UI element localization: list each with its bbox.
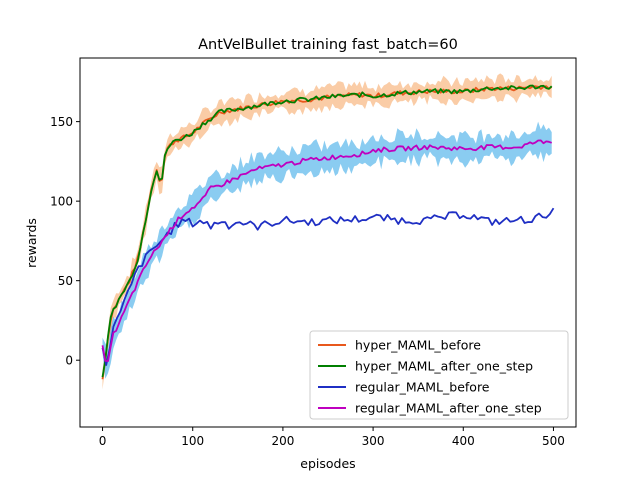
x-tick-label: 0: [99, 434, 107, 448]
legend-label-regular_MAML_after_one_step: regular_MAML_after_one_step: [355, 401, 542, 416]
y-tick-label: 150: [50, 115, 73, 129]
y-tick-label: 0: [65, 354, 73, 368]
x-tick-label: 100: [181, 434, 204, 448]
axes-frame: [79, 57, 577, 428]
y-axis-ticks: 0 50 100 150: [50, 115, 80, 368]
x-axis-ticks: 0 100 200 300 400 500: [99, 427, 565, 448]
x-tick-label: 300: [362, 434, 385, 448]
y-tick-label: 50: [58, 274, 73, 288]
series-line-regular_MAML_before: [101, 207, 555, 366]
y-tick-label: 100: [50, 195, 73, 209]
series-line-hyper_MAML_before: [101, 85, 553, 380]
x-tick-label: 500: [542, 434, 565, 448]
legend: hyper_MAML_before hyper_MAML_after_one_st…: [309, 330, 569, 420]
x-axis-label: episodes: [300, 456, 355, 471]
chart-title: AntVelBullet training fast_batch=60: [198, 37, 458, 53]
y-axis-label: rewards: [24, 218, 39, 268]
legend-box: [309, 330, 569, 420]
x-tick-label: 200: [271, 434, 294, 448]
legend-label-hyper_MAML_before: hyper_MAML_before: [355, 338, 481, 353]
x-tick-label: 400: [452, 434, 475, 448]
series-lines: [101, 84, 555, 380]
legend-label-regular_MAML_before: regular_MAML_before: [355, 380, 490, 395]
series-line-hyper_MAML_after_one_step: [101, 84, 553, 378]
legend-label-hyper_MAML_after_one_step: hyper_MAML_after_one_step: [355, 359, 533, 374]
series-line-regular_MAML_after_one_step: [101, 139, 553, 362]
